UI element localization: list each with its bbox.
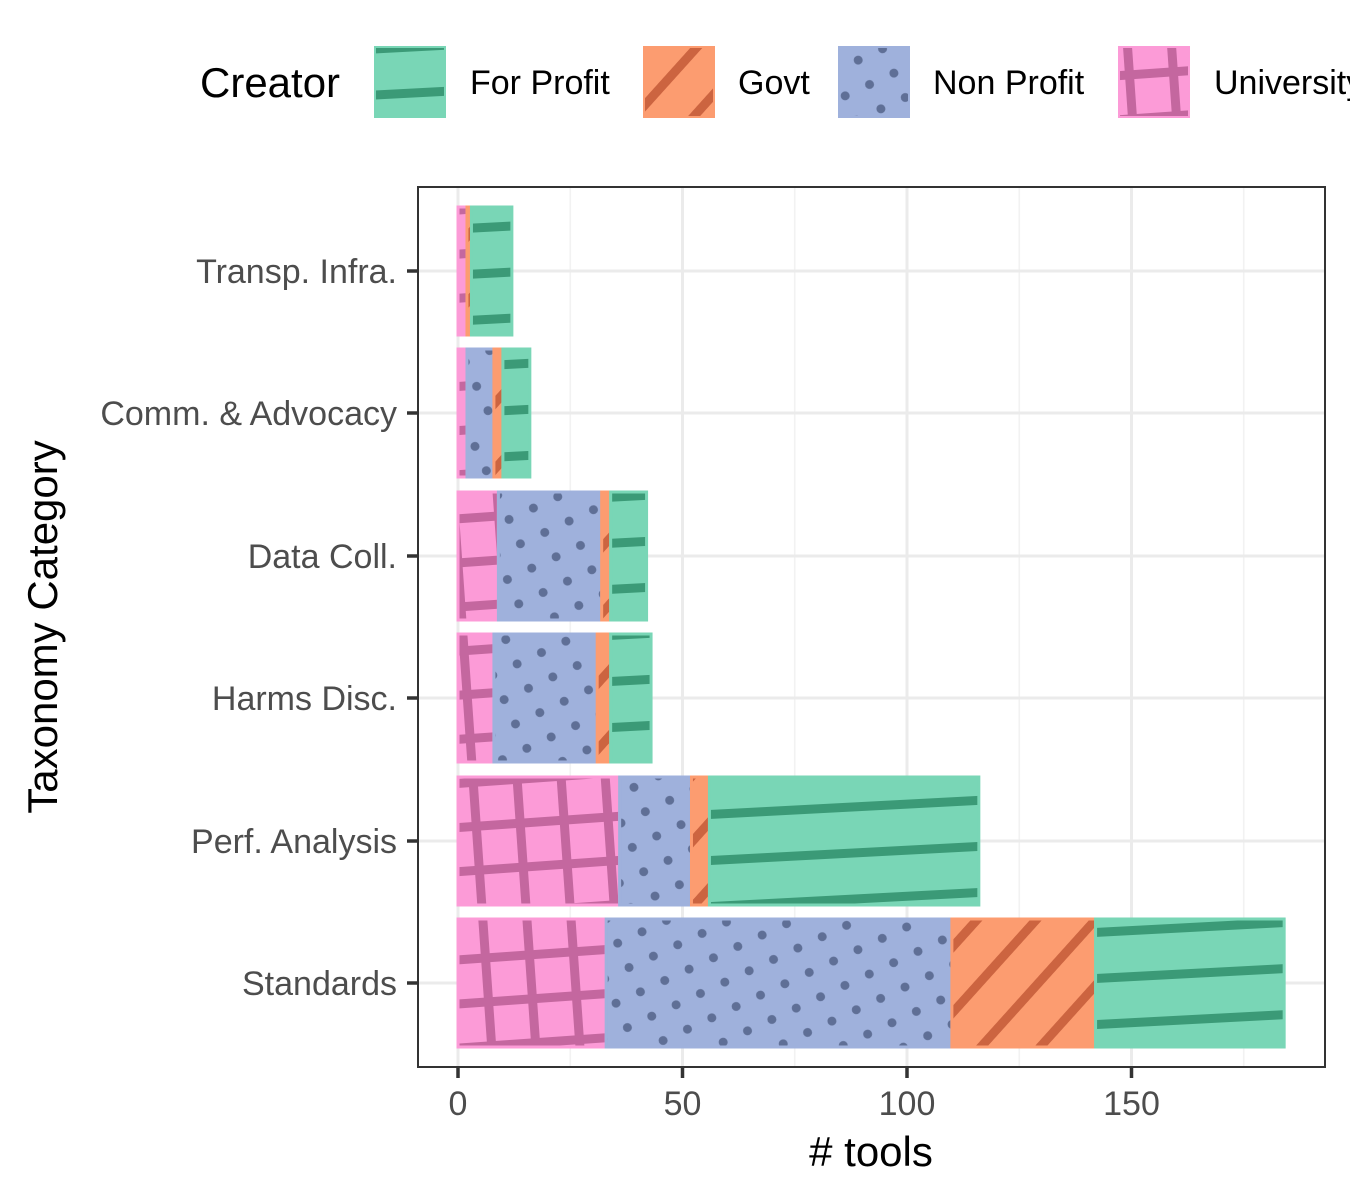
legend-label-for-profit: For Profit	[470, 64, 610, 102]
legend: Creator For Profit Govt Non Profit Universi…	[200, 46, 1350, 118]
bar-university-data-coll	[456, 490, 500, 622]
bars	[456, 205, 1286, 1049]
bar-non-profit-perf-analysis	[618, 775, 693, 907]
y-tick-label: Standards	[242, 965, 397, 1003]
x-tick-label: 100	[879, 1085, 936, 1123]
legend-label-non-profit: Non Profit	[933, 64, 1085, 102]
x-axis: 0 50 100 150	[449, 1067, 1160, 1123]
bar-non-profit-comm-advocacy	[465, 347, 496, 479]
x-tick-label: 50	[664, 1085, 702, 1123]
plot-border	[417, 186, 1326, 1068]
bar-for-profit-comm-advocacy	[501, 347, 532, 479]
bar-university-perf-analysis	[456, 775, 622, 907]
legend-key-govt	[643, 46, 715, 118]
bar-for-profit-perf-analysis	[707, 775, 981, 907]
legend-label-govt: Govt	[738, 64, 810, 102]
bar-non-profit-harms-disc	[492, 632, 599, 764]
legend-key-university	[1118, 46, 1190, 118]
legend-title: Creator	[200, 59, 340, 106]
bar-govt-standards	[950, 917, 1098, 1049]
y-tick-label: Comm. & Advocacy	[100, 395, 397, 433]
bar-govt-perf-analysis	[689, 775, 711, 907]
bar-govt-harms-disc	[595, 632, 613, 764]
y-tick-label: Perf. Analysis	[191, 823, 397, 861]
bar-university-harms-disc	[456, 632, 496, 764]
legend-item-for-profit: For Profit	[374, 46, 610, 118]
legend-item-non-profit: Non Profit	[838, 46, 1085, 118]
x-tick-label: 0	[449, 1085, 468, 1123]
x-tick-label: 150	[1103, 1085, 1160, 1123]
bar-university-standards	[456, 917, 608, 1049]
bar-non-profit-data-coll	[496, 490, 604, 622]
y-axis-title: Taxonomy Category	[19, 440, 66, 814]
bar-non-profit-standards	[604, 917, 954, 1049]
y-tick-label: Data Coll.	[248, 538, 397, 576]
legend-item-university: University	[1118, 46, 1350, 118]
legend-key-non-profit	[838, 46, 910, 118]
legend-label-university: University	[1214, 64, 1350, 102]
bar-for-profit-harms-disc	[609, 632, 653, 764]
bar-for-profit-data-coll	[609, 490, 649, 622]
legend-item-govt: Govt	[643, 46, 810, 118]
legend-key-for-profit	[374, 46, 446, 118]
bar-for-profit-transp-infra	[469, 205, 514, 337]
y-tick-label: Harms Disc.	[212, 680, 397, 718]
y-axis: Transp. Infra. Comm. & Advocacy Data Coll.…	[100, 253, 418, 1003]
bar-for-profit-standards	[1094, 917, 1286, 1049]
x-axis-title: # tools	[809, 1128, 933, 1175]
y-tick-label: Transp. Infra.	[196, 253, 397, 291]
